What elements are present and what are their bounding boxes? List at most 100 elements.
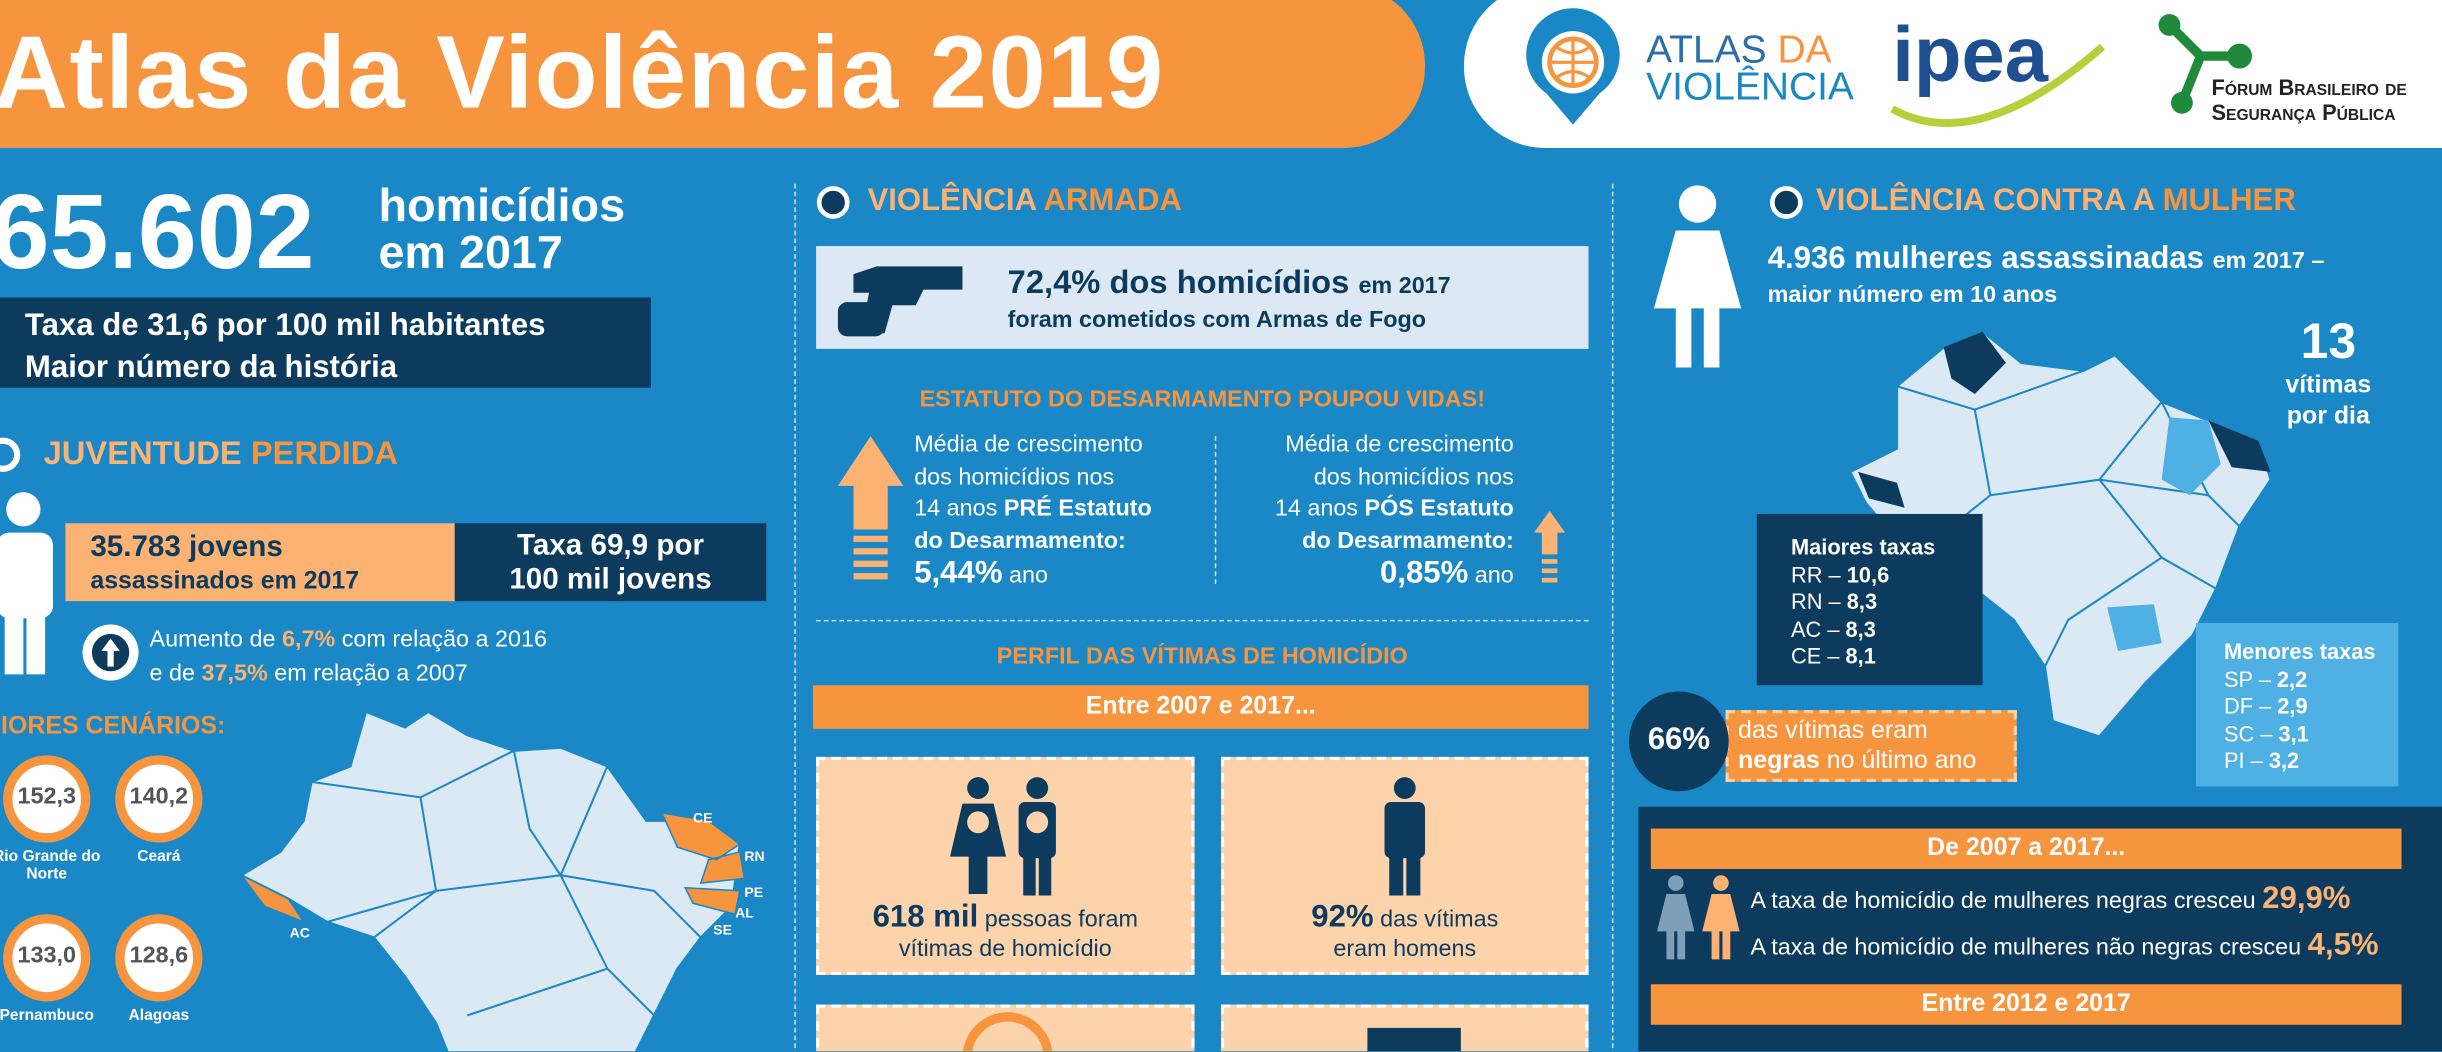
period-bar: Entre 2012 e 2017 bbox=[1650, 984, 2402, 1025]
title: Atlas da Violência 2019 bbox=[0, 14, 1165, 130]
increase-text: Aumento de 6,7% com relação a 2016 e de … bbox=[150, 623, 547, 692]
youth-killed: 35.783 jovens assassinados em 2017 bbox=[90, 531, 359, 598]
text: SP – bbox=[2223, 665, 2271, 691]
black-circle bbox=[1629, 691, 1729, 792]
text: SC – bbox=[2223, 720, 2273, 746]
text: Segurança Pública bbox=[2211, 99, 2396, 125]
shape bbox=[1896, 369, 2241, 668]
arrow-up-large bbox=[837, 436, 904, 580]
text: RN – bbox=[1791, 588, 1841, 614]
text: em 2017 – bbox=[2212, 247, 2325, 275]
worst-state: Pernambuco bbox=[0, 1007, 94, 1025]
worst-state: Alagoas bbox=[128, 1007, 190, 1025]
shape bbox=[1857, 471, 1905, 508]
shape bbox=[1541, 559, 1558, 564]
divider bbox=[1611, 183, 1614, 1052]
lowest-list: Menores taxas SP – 2,2 DF – 2,9 SC – 3,1… bbox=[2224, 639, 2376, 775]
woman-icon bbox=[1653, 185, 1742, 368]
shape bbox=[1026, 811, 1049, 834]
shape bbox=[660, 811, 746, 916]
shape bbox=[950, 803, 1007, 894]
men-text: 92% das vítimas eram homens bbox=[1221, 900, 1589, 964]
black-pct: 66% bbox=[1647, 722, 1711, 757]
text: DA bbox=[1777, 28, 1832, 72]
text: em relação a 2007 bbox=[274, 660, 468, 687]
text: PERDIDA bbox=[250, 436, 399, 472]
text: Taxa de bbox=[24, 308, 139, 343]
map-label: AL bbox=[735, 904, 754, 921]
black-text: das vítimas eram negras no último ano bbox=[1738, 716, 1976, 775]
text: A taxa de homicídio de mulheres não negr… bbox=[1750, 934, 2302, 961]
divider bbox=[794, 183, 796, 1052]
text: 8,1 bbox=[1845, 643, 1876, 669]
text: Fórum Brasileiro de bbox=[2211, 74, 2407, 100]
text: eram homens bbox=[1333, 935, 1477, 963]
text: 35.783 jovens bbox=[90, 531, 283, 564]
text: PÓS Estatuto bbox=[1364, 495, 1514, 522]
worst-pin bbox=[3, 914, 91, 1002]
worst-pin bbox=[3, 755, 91, 843]
text: ano bbox=[1474, 562, 1514, 589]
text: Aumento de bbox=[149, 626, 276, 653]
shape bbox=[1541, 568, 1558, 574]
text: 8,3 bbox=[1846, 588, 1878, 614]
text: homicídios bbox=[378, 180, 626, 233]
forum-logo-text: Fórum Brasileiro de Segurança Pública bbox=[2212, 75, 2407, 125]
shape bbox=[1026, 777, 1049, 799]
text: das vítimas eram bbox=[1738, 717, 1928, 745]
shape bbox=[816, 186, 850, 219]
victims-text: 618 mil pessoas foram vítimas de homicídi… bbox=[816, 902, 1194, 964]
nonblack-growth: A taxa de homicídio de mulheres não negr… bbox=[1751, 928, 2379, 964]
text: 4.936 mulheres assassinadas bbox=[1767, 241, 2205, 276]
text: Taxa bbox=[517, 529, 583, 563]
no-icon bbox=[962, 1012, 1053, 1052]
gun-icon bbox=[837, 266, 963, 337]
shape bbox=[837, 302, 885, 337]
shape bbox=[853, 535, 888, 542]
shape bbox=[101, 638, 120, 667]
text: das vítimas bbox=[1380, 906, 1499, 933]
text: assassinados em 2017 bbox=[90, 568, 360, 595]
shape bbox=[6, 492, 41, 527]
shape bbox=[853, 548, 888, 555]
women-stat-line2: maior número em 10 anos bbox=[1767, 281, 2058, 309]
shape bbox=[1384, 802, 1426, 859]
text: 92% bbox=[1311, 900, 1374, 935]
man-icon bbox=[1384, 777, 1426, 896]
text: MULHER bbox=[2162, 183, 2296, 219]
youth-rate: Taxa 69,9 por 100 mil jovens bbox=[455, 530, 766, 599]
shape bbox=[962, 1012, 1053, 1052]
worst-pin bbox=[115, 755, 203, 843]
text: 8,3 bbox=[1845, 615, 1876, 641]
shape bbox=[1667, 875, 1684, 891]
shape bbox=[2107, 604, 2162, 651]
post-statute: Média de crescimento dos homicídios nos 14… bbox=[1230, 430, 1514, 593]
text: por bbox=[216, 308, 267, 343]
shape bbox=[1890, 43, 2106, 127]
shape bbox=[1769, 186, 1803, 219]
title-banner bbox=[0, 0, 1426, 148]
women-icons bbox=[1657, 875, 1740, 960]
shape bbox=[1541, 577, 1558, 583]
text: ARMADA bbox=[1043, 183, 1182, 219]
text: 29,9% bbox=[2262, 881, 2351, 916]
text: 2,9 bbox=[2277, 693, 2308, 718]
period-bar: Entre 2007 e 2017... bbox=[812, 685, 1589, 729]
shape bbox=[1549, 38, 1597, 86]
armed-stat: 72,4% dos homicídios em 2017 bbox=[1008, 265, 1451, 302]
shape bbox=[1406, 845, 1421, 896]
section-title: VIOLÊNCIA CONTRA A MULHER bbox=[1816, 184, 2296, 220]
per-day: 13 bbox=[2300, 313, 2357, 370]
text: 72,4% dos homicídios bbox=[1007, 264, 1350, 301]
divider bbox=[1214, 436, 1217, 585]
text: VIOLÊNCIA bbox=[867, 183, 1036, 219]
text: RR – bbox=[1791, 561, 1841, 587]
shape bbox=[240, 874, 306, 924]
pre-statute: Média de crescimento dos homicídios nos 14… bbox=[914, 430, 1152, 593]
text: DF – bbox=[2223, 693, 2272, 718]
text: 6,7% bbox=[281, 626, 336, 653]
text: 100 mil bbox=[275, 308, 382, 343]
worst-state: Ceará bbox=[137, 848, 181, 866]
